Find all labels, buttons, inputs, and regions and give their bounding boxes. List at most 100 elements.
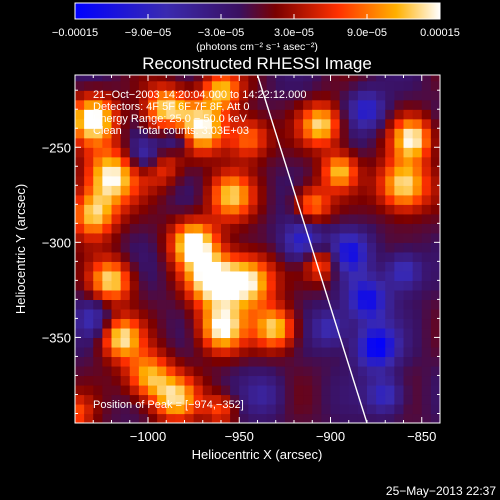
heatmap-cell: [129, 156, 140, 167]
heatmap-cell: [120, 99, 131, 110]
heatmap-cell: [257, 280, 268, 291]
heatmap-cell: [394, 128, 405, 139]
heatmap-cell: [257, 299, 268, 310]
heatmap-cell: [93, 166, 103, 177]
heatmap-cell: [348, 365, 359, 377]
heatmap-cell: [403, 80, 414, 91]
heatmap-cell: [148, 194, 158, 205]
heatmap-cell: [221, 299, 231, 310]
heatmap-cell: [294, 128, 304, 139]
heatmap-cell: [385, 175, 395, 186]
heatmap-cell: [348, 80, 359, 91]
heatmap-cell: [430, 384, 440, 396]
heatmap-cell: [266, 403, 277, 415]
heatmap-cell: [376, 137, 386, 148]
heatmap-cell: [257, 242, 268, 253]
heatmap-cell: [357, 109, 368, 120]
heatmap-cell: [430, 118, 440, 129]
heatmap-cell: [275, 327, 286, 339]
heatmap-cell: [330, 384, 341, 396]
heatmap-cell: [129, 318, 140, 329]
heatmap-cell: [284, 270, 295, 281]
heatmap-cell: [348, 413, 359, 423]
heatmap-cell: [148, 365, 158, 377]
heatmap-cell: [421, 109, 432, 120]
heatmap-cell: [275, 261, 286, 272]
heatmap-cell: [129, 109, 140, 120]
heatmap-cell: [367, 403, 377, 415]
heatmap-cell: [138, 109, 149, 120]
heatmap-cell: [193, 213, 204, 224]
heatmap-cell: [157, 90, 167, 101]
heatmap-cell: [357, 318, 368, 329]
heatmap-cell: [202, 204, 213, 215]
heatmap-cell: [275, 403, 286, 415]
heatmap-cell: [111, 394, 122, 405]
heatmap-cell: [230, 232, 240, 243]
heatmap-cell: [184, 213, 195, 224]
heatmap-cell: [157, 80, 167, 91]
heatmap-cell: [430, 223, 440, 234]
heatmap-cell: [412, 384, 423, 396]
heatmap-cell: [284, 128, 295, 139]
heatmap-cell: [248, 137, 259, 148]
heatmap-cell: [248, 327, 259, 339]
heatmap-cell: [248, 384, 259, 396]
heatmap-cell: [157, 327, 167, 339]
heatmap-cell: [239, 308, 249, 320]
heatmap-cell: [367, 147, 377, 158]
heatmap-cell: [257, 251, 268, 262]
heatmap-cell: [239, 356, 249, 367]
heatmap-cell: [111, 270, 122, 281]
heatmap-cell: [239, 232, 249, 243]
heatmap-cell: [312, 280, 322, 291]
heatmap-cell: [403, 270, 414, 281]
heatmap-cell: [339, 156, 350, 167]
heatmap-cell: [339, 280, 350, 291]
heatmap-cell: [111, 251, 122, 262]
heatmap-cell: [330, 109, 341, 120]
chart-title: Reconstructed RHESSI Image: [142, 54, 372, 73]
heatmap-cell: [166, 204, 176, 215]
heatmap-cell: [357, 90, 368, 101]
heatmap-cell: [412, 175, 423, 186]
heatmap-cell: [430, 261, 440, 272]
heatmap-cell: [102, 327, 113, 339]
heatmap-cell: [248, 394, 259, 405]
heatmap-cell: [157, 185, 167, 196]
heatmap-cell: [166, 242, 176, 253]
heatmap-cell: [376, 299, 386, 310]
heatmap-cell: [239, 261, 249, 272]
heatmap-cell: [412, 137, 423, 148]
heatmap-cell: [348, 204, 359, 215]
heatmap-cell: [330, 270, 341, 281]
heatmap-cell: [385, 90, 395, 101]
heatmap-cell: [239, 90, 249, 101]
heatmap-cell: [403, 356, 414, 367]
heatmap-cell: [339, 147, 350, 158]
heatmap-cell: [275, 137, 286, 148]
heatmap-cell: [102, 403, 113, 415]
heatmap-cell: [120, 403, 131, 415]
colorbar-tick-label: 9.0e−05: [347, 27, 387, 39]
heatmap-cell: [129, 128, 140, 139]
heatmap-cell: [93, 337, 103, 348]
heatmap-cell: [148, 384, 158, 396]
heatmap-cell: [330, 413, 341, 423]
heatmap-cell: [339, 232, 350, 243]
heatmap-cell: [166, 99, 176, 110]
heatmap-cell: [84, 75, 94, 82]
heatmap-cell: [138, 280, 149, 291]
heatmap-cell: [175, 384, 186, 396]
heatmap-cell: [93, 185, 103, 196]
heatmap-cell: [357, 242, 368, 253]
heatmap-cell: [221, 194, 231, 205]
heatmap-cell: [430, 394, 440, 405]
heatmap-cell: [257, 375, 268, 386]
heatmap-cell: [138, 194, 149, 205]
heatmap-cell: [248, 175, 259, 186]
heatmap-cell: [93, 289, 103, 300]
heatmap-cell: [421, 394, 432, 405]
heatmap-cell: [84, 365, 94, 377]
heatmap-cell: [157, 147, 167, 158]
